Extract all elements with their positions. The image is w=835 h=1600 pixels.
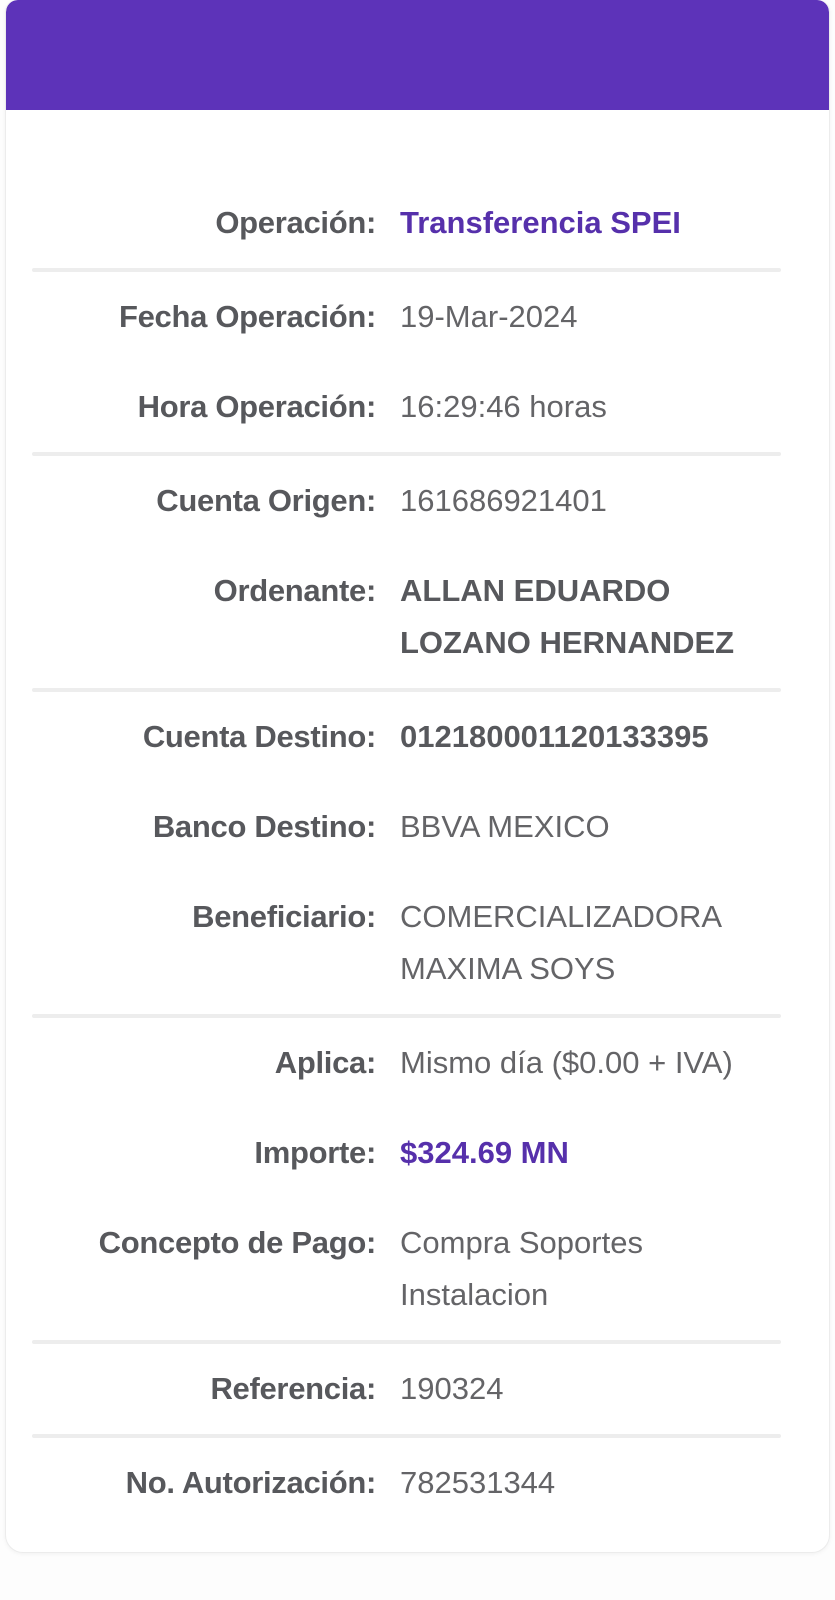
field-value: Transferencia SPEI bbox=[400, 205, 681, 240]
field-label: Cuenta Origen: bbox=[156, 483, 376, 518]
field-label: Concepto de Pago: bbox=[98, 1225, 377, 1260]
field-value: 190324 bbox=[400, 1371, 504, 1406]
receipt-row-cuenta-origen: Cuenta Origen: 161686921401 bbox=[6, 456, 829, 546]
receipt-row-no-autorizacion: No. Autorización: 782531344 bbox=[6, 1438, 829, 1528]
field-label: Fecha Operación: bbox=[118, 299, 376, 334]
receipt-row-cuenta-destino: Cuenta Destino: 012180001120133395 bbox=[6, 692, 829, 782]
receipt-row-operacion: Operación: Transferencia SPEI bbox=[6, 138, 829, 268]
field-value: 012180001120133395 bbox=[400, 719, 709, 754]
field-label: Operación: bbox=[215, 205, 376, 240]
field-value: 16:29:46 horas bbox=[400, 389, 607, 424]
receipt-body: Operación: Transferencia SPEI Fecha Oper… bbox=[6, 110, 829, 1552]
field-label: Ordenante: bbox=[213, 573, 377, 608]
divider bbox=[32, 1434, 781, 1438]
field-value: Mismo día ($0.00 + IVA) bbox=[400, 1045, 733, 1080]
field-label: Referencia: bbox=[210, 1371, 376, 1406]
receipt-card: Operación: Transferencia SPEI Fecha Oper… bbox=[5, 0, 830, 1553]
field-value: 161686921401 bbox=[400, 483, 607, 518]
field-value: $324.69 MN bbox=[400, 1135, 569, 1170]
divider bbox=[32, 1340, 781, 1344]
receipt-row-concepto-de-pago: Concepto de Pago: Compra Soportes Instal… bbox=[6, 1198, 829, 1340]
divider bbox=[32, 268, 781, 272]
field-label: Importe: bbox=[254, 1135, 376, 1170]
field-label: Aplica: bbox=[274, 1045, 377, 1080]
app-header-bar bbox=[6, 0, 829, 110]
receipt-row-banco-destino: Banco Destino: BBVA MEXICO bbox=[6, 782, 829, 872]
field-value: BBVA MEXICO bbox=[400, 809, 610, 844]
divider bbox=[32, 1014, 781, 1018]
field-value: COMERCIALIZADORA MAXIMA SOYS bbox=[400, 899, 721, 986]
field-value: Compra Soportes Instalacion bbox=[400, 1225, 643, 1312]
field-label: Cuenta Destino: bbox=[142, 719, 376, 754]
receipt-row-fecha-operacion: Fecha Operación: 19-Mar-2024 bbox=[6, 272, 829, 362]
field-value: ALLAN EDUARDO LOZANO HERNANDEZ bbox=[400, 573, 735, 660]
divider bbox=[32, 452, 781, 456]
field-label: Banco Destino: bbox=[152, 809, 376, 844]
receipt-row-importe: Importe: $324.69 MN bbox=[6, 1108, 829, 1198]
field-label: Hora Operación: bbox=[137, 389, 377, 424]
receipt-row-ordenante: Ordenante: ALLAN EDUARDO LOZANO HERNANDE… bbox=[6, 546, 829, 688]
receipt-row-referencia: Referencia: 190324 bbox=[6, 1344, 829, 1434]
field-value: 782531344 bbox=[400, 1465, 556, 1500]
receipt-row-aplica: Aplica: Mismo día ($0.00 + IVA) bbox=[6, 1018, 829, 1108]
field-label: Beneficiario: bbox=[192, 899, 376, 934]
receipt-row-hora-operacion: Hora Operación: 16:29:46 horas bbox=[6, 362, 829, 452]
field-label: No. Autorización: bbox=[125, 1465, 377, 1500]
field-value: 19-Mar-2024 bbox=[400, 299, 578, 334]
receipt-row-beneficiario: Beneficiario: COMERCIALIZADORA MAXIMA SO… bbox=[6, 872, 829, 1014]
divider bbox=[32, 688, 781, 692]
